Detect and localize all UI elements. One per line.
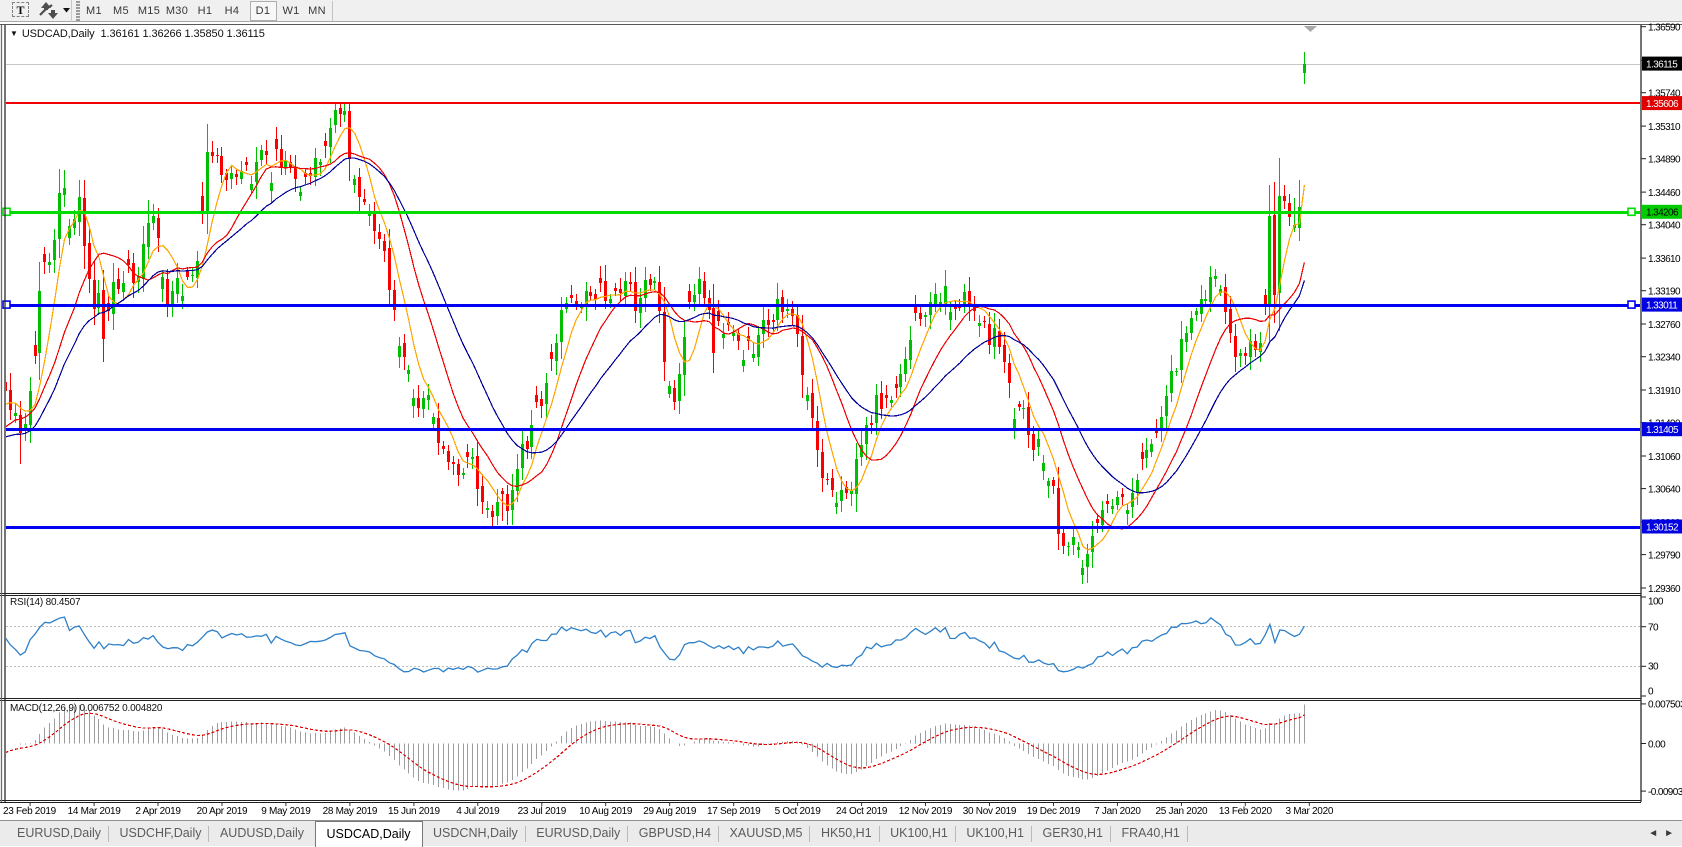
svg-text:1.35310: 1.35310 xyxy=(1648,122,1681,133)
svg-text:0.007503: 0.007503 xyxy=(1648,700,1682,711)
svg-text:1.32760: 1.32760 xyxy=(1648,320,1681,331)
svg-text:7 Jan 2020: 7 Jan 2020 xyxy=(1094,806,1141,817)
svg-text:1.32340: 1.32340 xyxy=(1648,353,1681,364)
svg-text:0: 0 xyxy=(1648,686,1654,697)
svg-text:1.31405: 1.31405 xyxy=(1646,425,1679,436)
svg-text:4 Jul 2019: 4 Jul 2019 xyxy=(456,806,500,817)
svg-text:23 Jul 2019: 23 Jul 2019 xyxy=(518,806,567,817)
svg-text:19 Dec 2019: 19 Dec 2019 xyxy=(1027,806,1081,817)
svg-text:100: 100 xyxy=(1648,596,1664,607)
svg-text:17 Sep 2019: 17 Sep 2019 xyxy=(707,806,761,817)
svg-text:14 Mar 2019: 14 Mar 2019 xyxy=(68,806,122,817)
svg-text:23 Feb 2019: 23 Feb 2019 xyxy=(3,806,57,817)
svg-text:1.33190: 1.33190 xyxy=(1648,287,1681,298)
svg-text:1.29790: 1.29790 xyxy=(1648,550,1681,561)
svg-text:25 Jan 2020: 25 Jan 2020 xyxy=(1156,806,1208,817)
svg-text:2 Apr 2019: 2 Apr 2019 xyxy=(135,806,181,817)
svg-text:3 Mar 2020: 3 Mar 2020 xyxy=(1286,806,1334,817)
svg-text:1.35606: 1.35606 xyxy=(1646,99,1679,110)
svg-text:1.30640: 1.30640 xyxy=(1648,484,1681,495)
svg-text:1.30152: 1.30152 xyxy=(1646,522,1679,533)
svg-text:1.36115: 1.36115 xyxy=(1646,59,1678,70)
svg-text:24 Oct 2019: 24 Oct 2019 xyxy=(836,806,888,817)
svg-text:1.34460: 1.34460 xyxy=(1648,188,1681,199)
svg-text:10 Aug 2019: 10 Aug 2019 xyxy=(579,806,633,817)
svg-text:1.34040: 1.34040 xyxy=(1648,221,1681,232)
svg-text:1.35740: 1.35740 xyxy=(1648,89,1681,100)
svg-text:-0.009033: -0.009033 xyxy=(1648,787,1682,798)
svg-text:1.31910: 1.31910 xyxy=(1648,386,1681,397)
svg-text:1.34206: 1.34206 xyxy=(1646,208,1679,219)
svg-text:20 Apr 2019: 20 Apr 2019 xyxy=(197,806,248,817)
svg-text:70: 70 xyxy=(1648,622,1659,633)
svg-text:30 Nov 2019: 30 Nov 2019 xyxy=(963,806,1017,817)
svg-text:29 Aug 2019: 29 Aug 2019 xyxy=(643,806,697,817)
svg-text:15 Jun 2019: 15 Jun 2019 xyxy=(388,806,440,817)
svg-text:12 Nov 2019: 12 Nov 2019 xyxy=(899,806,953,817)
svg-text:1.29360: 1.29360 xyxy=(1648,584,1681,595)
svg-text:9 May 2019: 9 May 2019 xyxy=(261,806,311,817)
svg-text:1.34890: 1.34890 xyxy=(1648,155,1681,166)
svg-text:5 Oct 2019: 5 Oct 2019 xyxy=(775,806,822,817)
svg-text:1.33011: 1.33011 xyxy=(1646,300,1678,311)
svg-text:13 Feb 2020: 13 Feb 2020 xyxy=(1219,806,1273,817)
svg-text:1.31060: 1.31060 xyxy=(1648,452,1681,463)
svg-text:30: 30 xyxy=(1648,661,1659,672)
svg-text:0.00: 0.00 xyxy=(1648,739,1666,750)
svg-text:1.36590: 1.36590 xyxy=(1648,23,1681,34)
svg-text:1.33610: 1.33610 xyxy=(1648,254,1681,265)
svg-text:28 May 2019: 28 May 2019 xyxy=(323,806,378,817)
